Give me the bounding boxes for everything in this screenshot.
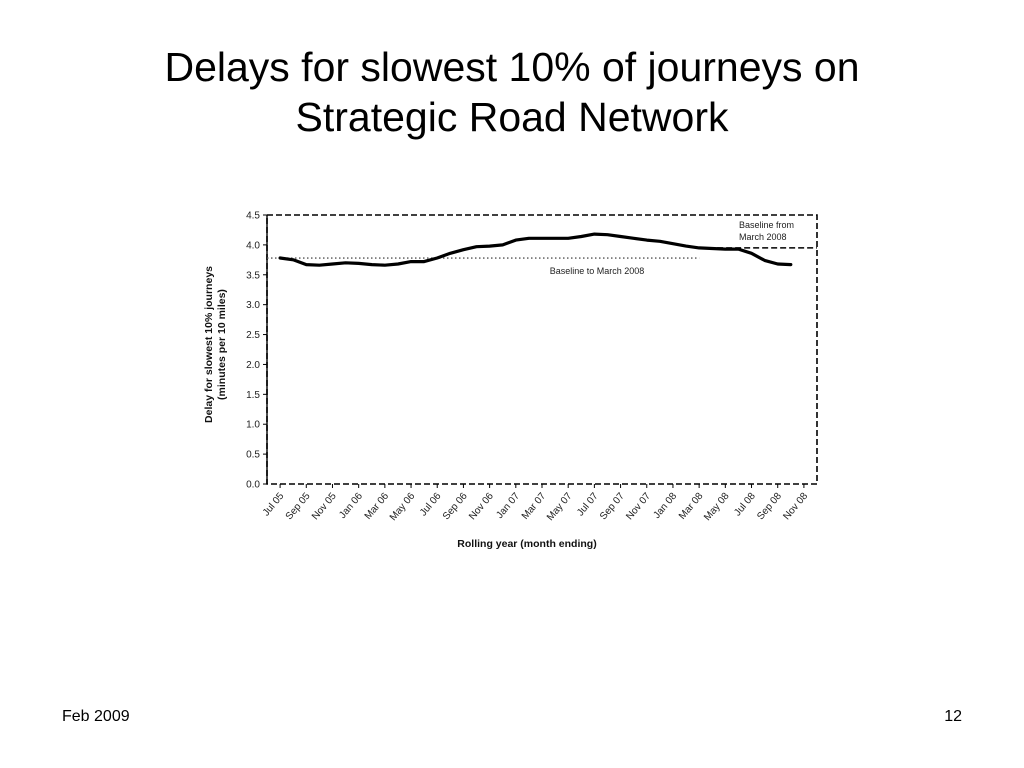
- series-line: [278, 232, 793, 267]
- x-tick-label: Nov 07: [624, 491, 653, 523]
- slide-title-line1: Delays for slowest 10% of journeys on: [164, 44, 860, 90]
- x-tick-label: Jan 06: [337, 491, 365, 521]
- footer-date: Feb 2009: [62, 708, 130, 725]
- x-tick-label: Jul 05: [261, 491, 287, 519]
- baseline-to-march-2008-label: Baseline to March 2008: [550, 266, 645, 276]
- baseline-from-label-line2: March 2008: [739, 232, 787, 242]
- y-tick-label: 0.5: [246, 450, 260, 461]
- x-tick-label: Mar 07: [520, 491, 549, 522]
- x-tick-label: Nov 08: [781, 491, 810, 523]
- x-tick-label: May 08: [702, 491, 732, 524]
- x-tick-label: Jul 08: [732, 491, 758, 519]
- x-tick-label: Jan 08: [652, 491, 680, 521]
- marks-layer: [267, 232, 817, 267]
- plot-frame: [266, 214, 818, 485]
- slide-title-line2: Strategic Road Network: [295, 94, 729, 140]
- x-tick-label: Jul 07: [575, 491, 601, 519]
- y-tick-label: 3.5: [246, 270, 260, 281]
- y-tick-label: 0.0: [246, 480, 260, 491]
- x-tick-label: Nov 05: [310, 491, 339, 523]
- y-tick-label: 3.0: [246, 300, 260, 311]
- x-tick-label: May 07: [545, 491, 575, 524]
- axes-layer: [263, 214, 818, 488]
- y-tick-label: 1.0: [246, 420, 260, 431]
- x-tick-label: Mar 06: [363, 491, 392, 522]
- x-tick-label: Sep 08: [755, 491, 784, 523]
- baseline-from-label-line1: Baseline from: [739, 220, 794, 230]
- y-axis-title-line1: Delay for slowest 10% journeys: [203, 266, 215, 423]
- page-number: 12: [944, 708, 962, 725]
- x-axis-title: Rolling year (month ending): [457, 538, 596, 550]
- x-tick-label: Sep 06: [441, 491, 470, 523]
- y-tick-label: 4.0: [246, 240, 260, 251]
- x-tick-label: Sep 07: [598, 491, 627, 523]
- x-tick-label: Mar 08: [677, 491, 706, 522]
- y-tick-label: 1.5: [246, 390, 260, 401]
- x-tick-label: Nov 06: [467, 491, 496, 523]
- y-tick-label: 2.0: [246, 360, 260, 371]
- y-tick-label: 4.5: [246, 211, 260, 222]
- x-tick-label: Sep 05: [284, 491, 313, 523]
- x-tick-label: Jul 06: [418, 491, 444, 519]
- x-tick-label: May 06: [388, 491, 418, 524]
- slide-title: Delays for slowest 10% of journeys on St…: [60, 42, 964, 142]
- x-tick-label: Jan 07: [494, 491, 522, 521]
- y-axis-title-line2: (minutes per 10 miles): [216, 289, 228, 400]
- y-tick-label: 2.5: [246, 330, 260, 341]
